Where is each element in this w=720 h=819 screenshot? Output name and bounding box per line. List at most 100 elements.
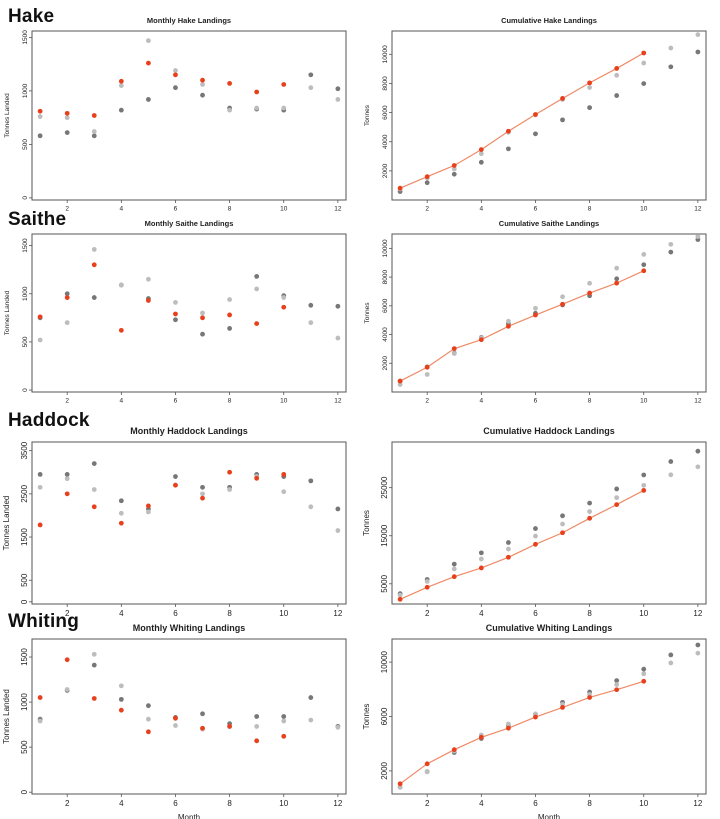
data-point	[173, 85, 178, 91]
data-point	[91, 295, 97, 300]
data-point	[533, 131, 538, 137]
data-point	[64, 291, 70, 297]
data-point	[118, 107, 124, 113]
data-point	[668, 472, 674, 478]
data-point	[641, 482, 647, 488]
data-point	[227, 297, 233, 302]
data-point	[173, 311, 178, 317]
data-point	[145, 60, 151, 66]
haddock-monthly-chart: Monthly Haddock Landings 2 4 6 8 10 12 0 500 1500…	[2, 426, 347, 618]
data-point	[281, 489, 287, 495]
data-point	[118, 78, 124, 84]
data-point	[587, 85, 593, 90]
data-point	[145, 503, 151, 509]
species-heading-hake: Hake	[8, 6, 55, 27]
x-tick-label: 6	[174, 398, 178, 405]
data-point	[505, 146, 511, 152]
data-point	[64, 472, 70, 477]
data-point	[533, 305, 538, 311]
data-point	[91, 651, 97, 657]
data-point	[478, 147, 484, 152]
chart-title: Cumulative Saithe Landings	[499, 219, 599, 228]
x-tick-label: 12	[333, 799, 342, 808]
data-point	[91, 487, 97, 492]
data-point	[37, 695, 43, 700]
data-point	[335, 724, 341, 730]
data-point	[200, 82, 205, 87]
x-tick-label: 2	[425, 799, 430, 808]
y-tick-label: 25000	[380, 476, 389, 499]
x-tick-label: 10	[640, 206, 648, 213]
data-point	[478, 550, 484, 556]
data-point	[91, 504, 97, 510]
plot-frame	[391, 30, 707, 201]
y-tick-label: 2000	[380, 761, 389, 779]
y-tick-label: 0	[20, 599, 29, 604]
whiting-cumulative-chart: Cumulative Whiting Landings 2 4 6 8 10 12 2000 6…	[362, 623, 707, 819]
x-tick-label: 8	[587, 799, 592, 808]
data-point	[308, 695, 314, 700]
x-tick-label: 12	[694, 206, 702, 213]
data-point	[227, 487, 233, 492]
data-point	[308, 72, 314, 78]
y-tick-label: 1500	[20, 648, 29, 666]
data-point	[281, 295, 287, 300]
data-point	[641, 472, 647, 478]
data-point	[281, 718, 287, 724]
plot-frame	[31, 233, 347, 393]
data-point	[173, 474, 178, 479]
plot-frame	[31, 638, 347, 795]
data-point	[560, 513, 565, 519]
data-point	[335, 86, 341, 92]
data-point	[641, 50, 647, 56]
data-point	[668, 652, 674, 658]
data-point	[281, 472, 287, 477]
data-point	[308, 504, 314, 510]
data-point	[424, 769, 430, 775]
data-point	[308, 85, 314, 91]
plot-frame	[391, 233, 707, 393]
x-axis-label: Month	[178, 813, 200, 819]
chart-title: Monthly Saithe Landings	[145, 219, 234, 228]
y-tick-label: 5000	[380, 574, 389, 592]
series-line	[399, 52, 645, 189]
y-tick-label: 8000	[382, 76, 389, 91]
data-point	[560, 96, 565, 101]
y-axis-label: Tonnes	[362, 704, 371, 730]
data-point	[505, 323, 511, 329]
data-point	[587, 280, 593, 286]
data-point	[641, 262, 647, 268]
data-point	[37, 484, 43, 490]
chart-title: Monthly Haddock Landings	[130, 426, 248, 436]
data-point	[641, 251, 647, 257]
data-point	[614, 682, 620, 687]
data-point	[451, 351, 457, 356]
data-point	[587, 515, 593, 521]
y-tick-label: 6000	[382, 298, 389, 313]
x-tick-label: 10	[279, 609, 288, 618]
data-point	[91, 133, 97, 139]
y-tick-label: 1000	[22, 83, 29, 98]
data-point	[505, 725, 511, 731]
data-point	[37, 718, 43, 724]
data-point	[91, 247, 97, 252]
y-tick-label: 1000	[20, 693, 29, 711]
data-point	[254, 724, 260, 729]
x-tick-label: 4	[480, 398, 484, 405]
x-tick-label: 12	[693, 799, 702, 808]
data-point	[64, 320, 70, 326]
data-point	[118, 696, 124, 702]
y-axis-label: Tonnes Landed	[2, 496, 11, 551]
data-point	[200, 331, 205, 337]
data-point	[227, 107, 233, 113]
y-tick-label: 3500	[20, 441, 29, 459]
plot-frame	[391, 638, 707, 795]
data-point	[505, 128, 511, 134]
data-point	[587, 105, 593, 111]
hake-monthly-chart: Monthly Hake Landings 2 4 6 8 10 12 0 500 1000 150…	[4, 16, 347, 213]
data-point	[695, 650, 701, 656]
data-point	[451, 163, 457, 168]
data-point	[560, 301, 565, 307]
y-tick-label: 6000	[380, 707, 389, 725]
data-point	[118, 282, 124, 288]
